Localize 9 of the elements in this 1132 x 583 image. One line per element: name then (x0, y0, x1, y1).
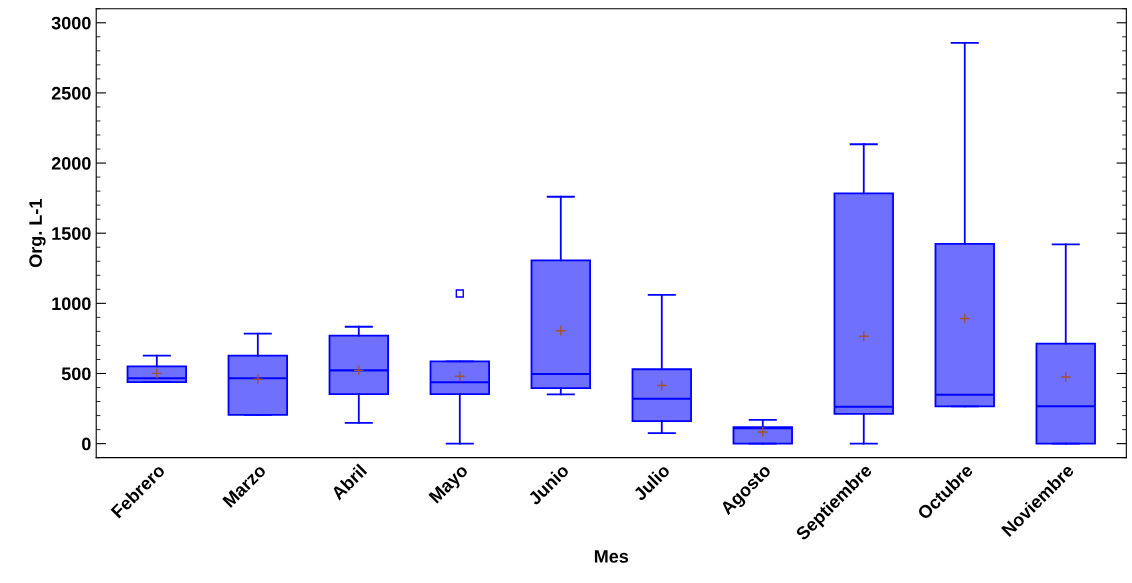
y-tick-label: 2500 (51, 86, 91, 100)
y-tick-label: 1000 (52, 297, 91, 311)
x-axis-title: Mes (594, 550, 629, 563)
y-tick-label: 500 (61, 367, 91, 381)
y-tick-label: 2000 (51, 156, 91, 170)
y-tick-label: 3000 (51, 16, 91, 30)
y-axis-title: Org. L-1 (29, 199, 46, 268)
y-tick-label: 0 (82, 437, 91, 451)
y-tick-label: 1500 (52, 227, 91, 240)
